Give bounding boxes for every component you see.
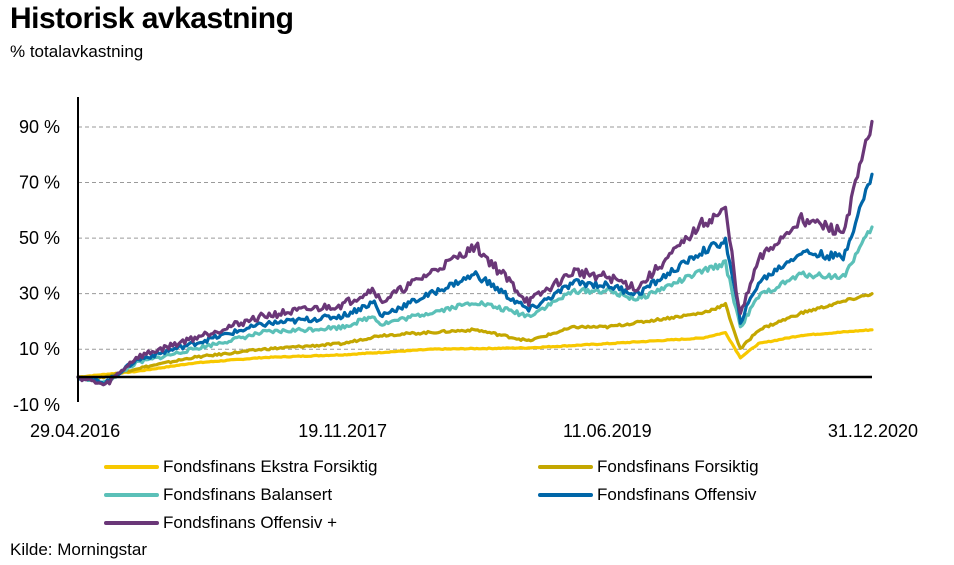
legend-label: Fondsfinans Ekstra Forsiktig <box>163 457 377 477</box>
y-tick-label: 90 % <box>19 117 60 137</box>
legend-label: Fondsfinans Offensiv <box>597 485 756 505</box>
series-lines <box>78 121 872 384</box>
y-tick-label: -10 % <box>13 395 60 415</box>
y-axis-ticks: 90 % 70 % 50 % 30 % 10 % -10 % <box>13 117 60 415</box>
x-tick-label: 19.11.2017 <box>298 421 387 441</box>
legend-swatch <box>104 493 159 497</box>
x-tick-label: 31.12.2020 <box>828 421 918 441</box>
y-tick-label: 10 % <box>19 339 60 359</box>
legend-swatch <box>104 521 159 525</box>
legend-label: Fondsfinans Balansert <box>163 485 332 505</box>
y-tick-label: 50 % <box>19 228 60 248</box>
legend-item: Fondsfinans Offensiv <box>538 484 756 506</box>
legend-swatch <box>538 465 593 469</box>
y-tick-label: 70 % <box>19 173 60 193</box>
legend-item: Fondsfinans Ekstra Forsiktig <box>104 456 377 478</box>
legend-item: Fondsfinans Balansert <box>104 484 332 506</box>
legend-label: Fondsfinans Forsiktig <box>597 457 759 477</box>
y-tick-label: 30 % <box>19 284 60 304</box>
x-tick-label: 29.04.2016 <box>30 421 120 441</box>
legend-swatch <box>538 493 593 497</box>
x-axis-ticks: 29.04.2016 19.11.2017 11.06.2019 31.12.2020 <box>30 421 918 441</box>
legend-item: Fondsfinans Forsiktig <box>538 456 759 478</box>
gridlines <box>78 127 872 349</box>
legend-swatch <box>104 465 159 469</box>
legend-item: Fondsfinans Offensiv + <box>104 512 337 534</box>
source-note: Kilde: Morningstar <box>10 540 147 560</box>
x-tick-label: 11.06.2019 <box>563 421 652 441</box>
legend-label: Fondsfinans Offensiv + <box>163 513 337 533</box>
